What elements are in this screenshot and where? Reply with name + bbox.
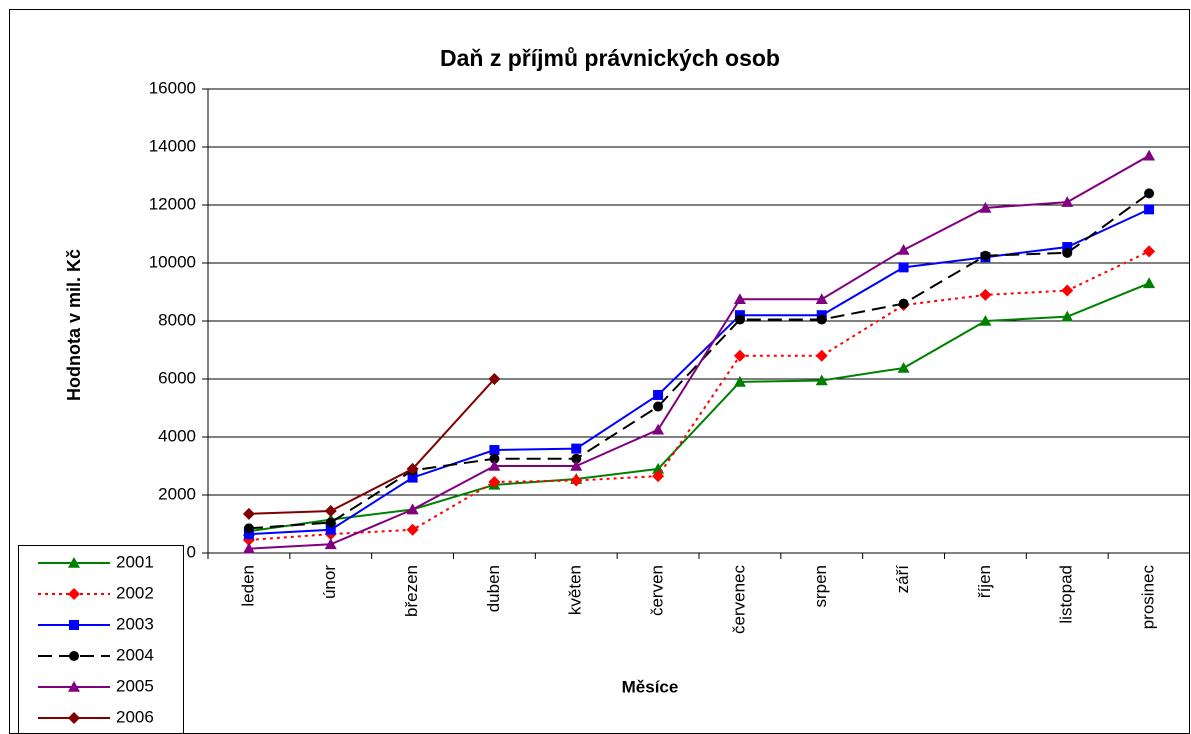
marker	[734, 314, 745, 325]
marker	[815, 349, 828, 362]
series-line	[248, 250, 1150, 541]
x-tick-label: duben	[484, 565, 503, 612]
x-tick-label: červenec	[729, 565, 748, 634]
marker	[897, 361, 910, 373]
marker	[653, 389, 664, 400]
marker	[406, 523, 419, 536]
marker	[69, 651, 79, 661]
marker	[242, 542, 255, 554]
chart-title: Daň z příjmů právnických osob	[440, 45, 780, 71]
x-tick-label: únor	[320, 565, 339, 599]
marker	[243, 529, 254, 540]
series-line	[248, 208, 1150, 536]
chart-frame	[9, 9, 1190, 734]
marker	[1144, 188, 1155, 199]
y-tick-label: 10000	[149, 252, 196, 271]
marker	[1143, 245, 1156, 258]
x-tick-label: prosinec	[1139, 565, 1158, 630]
marker	[570, 474, 583, 487]
marker	[1062, 247, 1073, 258]
marker	[69, 620, 79, 630]
marker	[733, 293, 746, 305]
marker	[979, 201, 992, 213]
y-tick-label: 2000	[158, 484, 196, 503]
series-line	[248, 378, 496, 515]
marker	[1143, 149, 1156, 161]
marker	[406, 462, 419, 475]
x-tick-label: leden	[238, 565, 257, 607]
marker	[652, 470, 665, 483]
marker	[653, 401, 664, 412]
y-tick-label: 8000	[158, 310, 196, 329]
x-tick-label: březen	[402, 565, 421, 617]
marker	[1144, 204, 1155, 215]
marker	[652, 423, 665, 435]
marker	[489, 445, 500, 456]
legend-label: 2001	[116, 552, 154, 571]
y-tick-label: 14000	[149, 136, 196, 155]
marker	[325, 517, 336, 528]
marker	[1061, 196, 1074, 207]
marker	[733, 375, 746, 387]
marker	[815, 374, 828, 386]
marker	[324, 504, 337, 517]
series-line	[248, 154, 1150, 550]
x-tick-label: listopad	[1057, 565, 1076, 624]
y-tick-label: 0	[187, 542, 196, 561]
x-axis-label: Měsíce	[622, 677, 679, 696]
x-tick-label: říjen	[975, 565, 994, 598]
marker	[980, 250, 991, 261]
marker	[897, 243, 910, 255]
marker	[489, 453, 500, 464]
marker	[571, 453, 582, 464]
marker	[816, 314, 827, 325]
x-tick-label: srpen	[811, 565, 830, 608]
legend-label: 2006	[116, 707, 154, 726]
y-tick-label: 16000	[149, 78, 196, 97]
marker	[488, 460, 501, 471]
legend-label: 2002	[116, 583, 154, 602]
marker	[571, 443, 582, 454]
marker	[488, 373, 501, 385]
marker	[488, 475, 501, 488]
marker	[68, 712, 80, 724]
marker	[979, 288, 992, 301]
marker	[570, 460, 583, 471]
x-tick-label: květen	[566, 565, 585, 615]
marker	[325, 524, 336, 535]
marker	[979, 315, 992, 326]
marker	[68, 588, 80, 600]
marker	[733, 349, 746, 362]
marker	[243, 523, 254, 534]
x-tick-label: září	[893, 565, 912, 594]
marker	[1143, 277, 1156, 289]
marker	[406, 503, 419, 515]
marker	[324, 538, 337, 550]
marker	[68, 681, 80, 692]
marker	[1062, 242, 1073, 253]
series-line	[248, 282, 1150, 533]
y-axis-label: Hodnota v mil. Kč	[64, 249, 84, 401]
marker	[815, 293, 828, 305]
legend-label: 2003	[116, 614, 154, 633]
y-tick-label: 4000	[158, 426, 196, 445]
marker	[68, 557, 80, 568]
legend-box	[18, 545, 184, 734]
marker	[1061, 284, 1074, 297]
marker	[407, 472, 418, 483]
legend-label: 2005	[116, 676, 154, 695]
y-tick-label: 12000	[149, 194, 196, 213]
x-tick-label: červen	[648, 565, 667, 616]
legend-label: 2004	[116, 645, 154, 664]
marker	[898, 262, 909, 273]
marker	[242, 507, 255, 520]
y-tick-label: 6000	[158, 368, 196, 387]
marker	[898, 298, 909, 309]
marker	[1061, 310, 1074, 322]
